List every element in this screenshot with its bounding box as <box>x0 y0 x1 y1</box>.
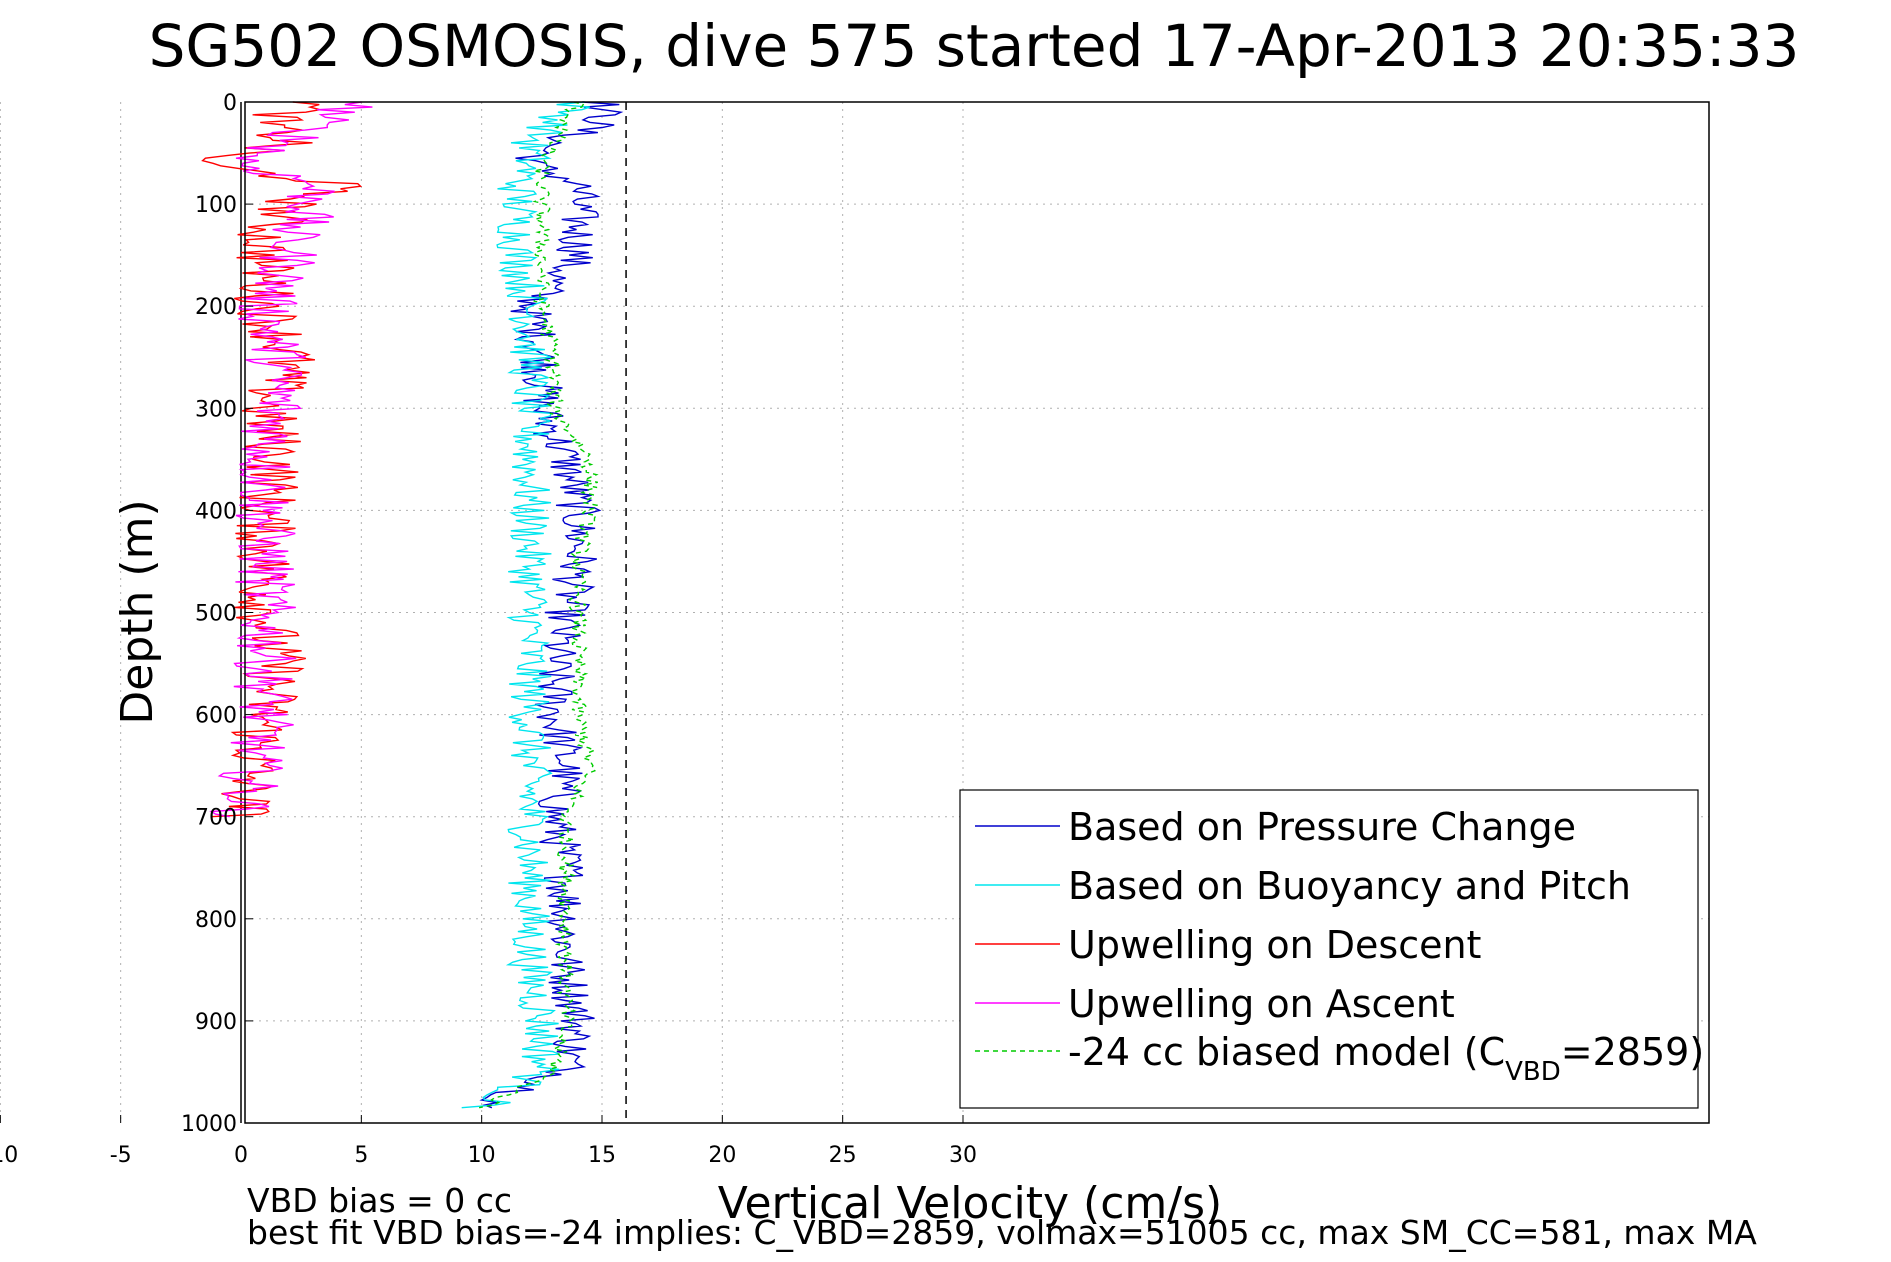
y-tick-label: 800 <box>195 908 237 933</box>
series-2 <box>461 101 591 1109</box>
x-tick-label: -10 <box>0 1143 18 1168</box>
x-tick-label: 15 <box>588 1143 616 1168</box>
x-tick-label: 0 <box>234 1143 248 1168</box>
x-tick-label: 20 <box>708 1143 736 1168</box>
legend: Based on Pressure Change Based on Buoyanc… <box>959 789 1704 1109</box>
y-tick-label: 0 <box>223 91 237 116</box>
y-tick-label: 300 <box>195 397 237 422</box>
y-tick-label: 500 <box>195 602 237 627</box>
ticks: -30-25-20-15-10-505101520253001002003004… <box>0 91 977 1168</box>
note-best-fit: best fit VBD bias=-24 implies: C_VBD=285… <box>247 1213 1757 1252</box>
x-tick-label: -5 <box>110 1143 132 1168</box>
series-line <box>461 101 591 1109</box>
series-line <box>479 101 624 1109</box>
chart-title: SG502 OSMOSIS, dive 575 started 17-Apr-2… <box>149 12 1800 80</box>
legend-label: Based on Pressure Change <box>1068 805 1576 849</box>
series-5 <box>478 101 599 1109</box>
x-axis-label: Vertical Velocity (cm/s) <box>718 1178 1222 1229</box>
series-line <box>478 101 599 1109</box>
legend-box <box>959 789 1699 1109</box>
y-tick-label: 100 <box>195 193 237 218</box>
note-vbd-bias: VBD bias = 0 cc <box>247 1181 512 1220</box>
y-tick-label: 200 <box>195 295 237 320</box>
x-tick-label: 5 <box>354 1143 368 1168</box>
legend-label: Upwelling on Descent <box>1068 923 1481 967</box>
series-1 <box>479 101 624 1109</box>
legend-label: Upwelling on Ascent <box>1068 982 1455 1026</box>
series-line <box>209 101 373 818</box>
reference-lines <box>240 102 627 1123</box>
series-layer <box>201 101 624 1109</box>
y-axis-label: Depth (m) <box>112 499 163 724</box>
legend-label: Based on Buoyancy and Pitch <box>1068 864 1631 908</box>
x-tick-label: 25 <box>829 1143 857 1168</box>
y-tick-label: 700 <box>195 806 237 831</box>
y-tick-label: 400 <box>195 499 237 524</box>
y-tick-label: 1000 <box>181 1112 237 1137</box>
y-tick-label: 600 <box>195 704 237 729</box>
x-tick-label: 30 <box>949 1143 977 1168</box>
series-4 <box>209 101 373 818</box>
x-tick-label: 10 <box>468 1143 496 1168</box>
y-tick-label: 900 <box>195 1010 237 1035</box>
